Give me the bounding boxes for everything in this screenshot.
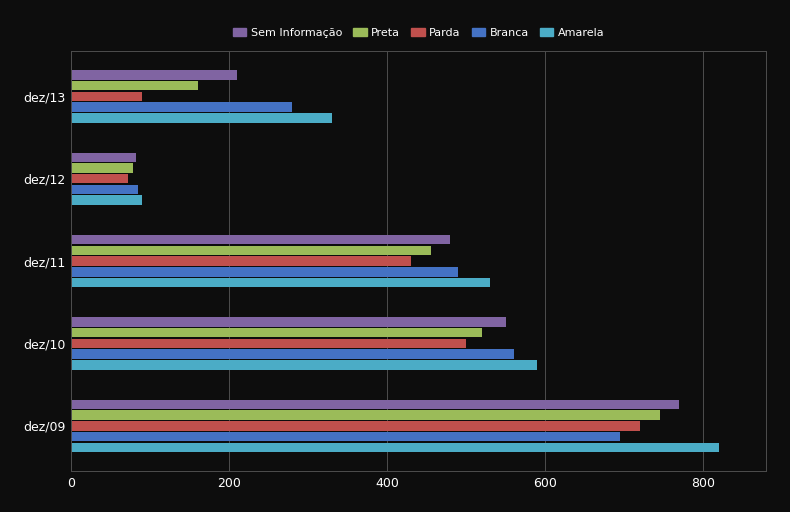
Bar: [71, 153, 136, 162]
Bar: [71, 235, 450, 244]
Bar: [71, 350, 514, 359]
Bar: [71, 432, 620, 441]
Bar: [71, 102, 292, 112]
Bar: [71, 267, 458, 276]
Legend: Sem Informação, Preta, Parda, Branca, Amarela: Sem Informação, Preta, Parda, Branca, Am…: [229, 23, 608, 42]
Bar: [71, 246, 431, 255]
Bar: [71, 113, 332, 122]
Bar: [71, 92, 142, 101]
Bar: [71, 317, 506, 327]
Bar: [71, 411, 660, 420]
Bar: [71, 339, 466, 348]
Bar: [71, 81, 198, 91]
Bar: [71, 163, 133, 173]
Bar: [71, 185, 138, 194]
Bar: [71, 196, 142, 205]
Bar: [71, 442, 719, 452]
Bar: [71, 360, 537, 370]
Bar: [71, 400, 679, 409]
Bar: [71, 70, 237, 80]
Bar: [71, 278, 490, 287]
Bar: [71, 257, 411, 266]
Bar: [71, 328, 482, 337]
Bar: [71, 421, 640, 431]
Bar: [71, 174, 128, 183]
